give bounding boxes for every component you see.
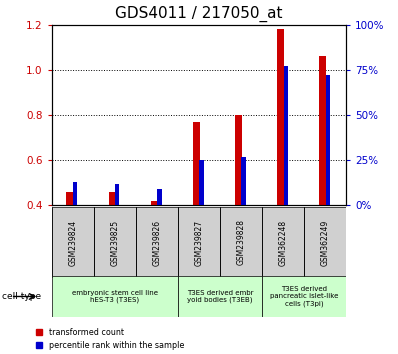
Bar xyxy=(242,156,246,205)
Bar xyxy=(136,207,178,278)
Text: embryonic stem cell line
hES-T3 (T3ES): embryonic stem cell line hES-T3 (T3ES) xyxy=(72,290,158,303)
Bar xyxy=(178,207,220,278)
Bar xyxy=(262,207,304,278)
Bar xyxy=(66,192,74,205)
Bar xyxy=(220,207,262,278)
Text: GSM239828: GSM239828 xyxy=(236,219,246,266)
Bar xyxy=(94,207,136,278)
Text: GSM239825: GSM239825 xyxy=(110,219,119,266)
Bar xyxy=(73,182,77,205)
Bar xyxy=(52,276,178,317)
Bar xyxy=(262,276,346,317)
Bar xyxy=(115,184,119,205)
Text: GSM239827: GSM239827 xyxy=(195,219,203,266)
Bar xyxy=(235,115,242,205)
Bar xyxy=(283,66,288,205)
Bar xyxy=(178,276,262,317)
Bar xyxy=(193,122,200,205)
Text: GSM239826: GSM239826 xyxy=(152,219,162,266)
Title: GDS4011 / 217050_at: GDS4011 / 217050_at xyxy=(115,6,283,22)
Text: T3ES derived
pancreatic islet-like
cells (T3pi): T3ES derived pancreatic islet-like cells… xyxy=(270,286,338,307)
Text: GSM362248: GSM362248 xyxy=(279,219,288,266)
Bar xyxy=(304,207,346,278)
Bar xyxy=(52,207,94,278)
Text: T3ES derived embr
yoid bodies (T3EB): T3ES derived embr yoid bodies (T3EB) xyxy=(187,290,253,303)
Bar xyxy=(157,189,162,205)
Bar xyxy=(199,160,204,205)
Text: GSM239824: GSM239824 xyxy=(68,219,77,266)
Bar xyxy=(326,75,330,205)
Bar xyxy=(109,192,116,205)
Bar xyxy=(277,29,285,205)
Bar xyxy=(150,201,158,205)
Text: cell type: cell type xyxy=(2,292,41,301)
Bar xyxy=(319,56,326,205)
Text: GSM362249: GSM362249 xyxy=(321,219,330,266)
Legend: transformed count, percentile rank within the sample: transformed count, percentile rank withi… xyxy=(36,328,184,350)
